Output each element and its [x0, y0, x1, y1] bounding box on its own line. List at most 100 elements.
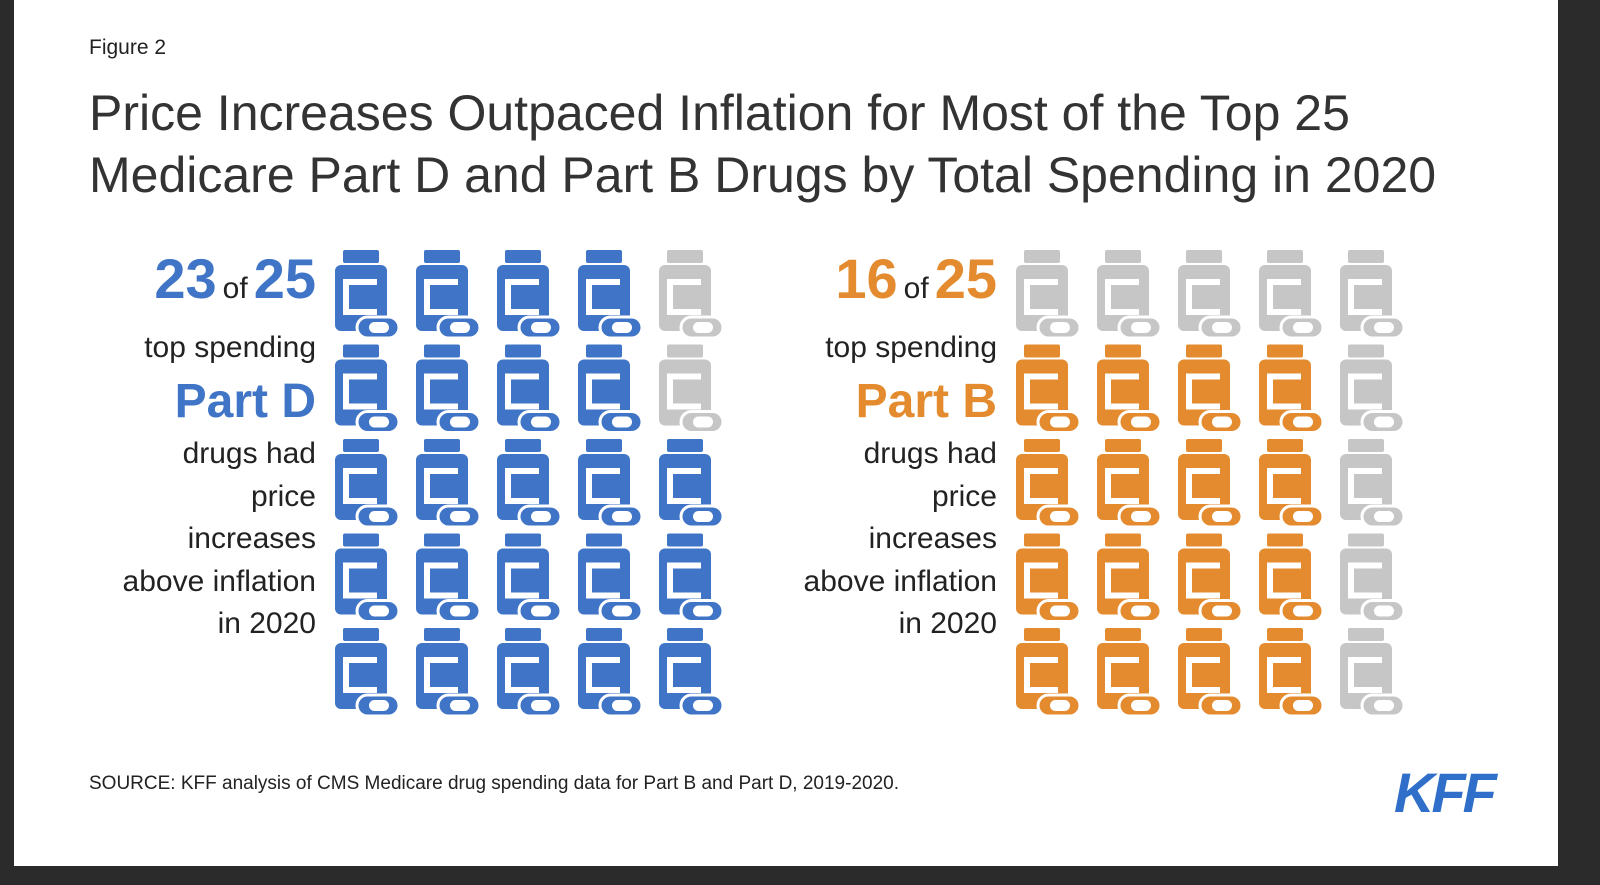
- drug-icon: [497, 250, 563, 340]
- drug-icon: [1259, 439, 1325, 529]
- icon-pill-inner: [1050, 700, 1070, 711]
- total: 25: [253, 247, 316, 310]
- drug-icon: [659, 344, 725, 434]
- icon-pill-inner: [531, 511, 551, 522]
- icon-label-inner: [349, 474, 377, 498]
- icon-cap: [586, 344, 622, 358]
- figure-label: Figure 2: [89, 36, 167, 59]
- icon-pill-inner: [1212, 700, 1232, 711]
- icon-cap: [1267, 250, 1303, 263]
- icon-pill-inner: [1131, 700, 1151, 711]
- icon-cap: [505, 344, 541, 358]
- text: increases: [187, 522, 316, 555]
- title-line: Price Increases Outpaced Inflation for M…: [89, 85, 1350, 141]
- icon-cap: [667, 250, 703, 263]
- drug-icon: [416, 439, 482, 529]
- icon-label-inner: [511, 474, 539, 498]
- text: top spending: [144, 331, 316, 364]
- drug-icon: [1340, 344, 1406, 434]
- icon-pill-inner: [612, 416, 632, 428]
- text-line: increases: [681, 518, 997, 561]
- icon-pill-inner: [612, 605, 632, 617]
- drug-icon: [1016, 533, 1082, 623]
- icon-pill-inner: [1050, 511, 1070, 522]
- group: Part D: [174, 375, 316, 428]
- icon-label-inner: [592, 379, 620, 404]
- icon-cap: [586, 533, 622, 547]
- icon-pill-inner: [531, 700, 551, 711]
- drug-icon: [1340, 439, 1406, 529]
- icon-cap: [1348, 533, 1384, 547]
- text-line: top spending: [0, 325, 316, 371]
- count-line: 23 of 25: [0, 248, 316, 325]
- icon-pill-inner: [369, 322, 389, 333]
- group: Part B: [855, 375, 997, 428]
- icon-label-inner: [430, 474, 458, 498]
- drug-icon: [659, 533, 725, 623]
- icon-cap: [1267, 344, 1303, 358]
- icon-cap: [1105, 628, 1141, 641]
- icon-label-inner: [1111, 285, 1139, 309]
- text: in 2020: [898, 607, 997, 640]
- icon-label-inner: [1354, 568, 1382, 593]
- icon-label-inner: [349, 285, 377, 309]
- logo: KFF: [1394, 761, 1497, 824]
- drug-icon: [1178, 628, 1244, 718]
- icon-cap: [1024, 628, 1060, 641]
- drug-icon: [578, 628, 644, 718]
- icon-pill-inner: [612, 322, 632, 333]
- count-line: 16 of 25: [681, 248, 997, 325]
- icon-label-inner: [511, 663, 539, 687]
- summary: 16 of 25 top spending Part B drugs had price in…: [681, 248, 997, 646]
- text-line: price: [0, 476, 316, 519]
- icon-pill-inner: [531, 322, 551, 333]
- drug-icon: [1178, 250, 1244, 340]
- icon-label-inner: [592, 568, 620, 593]
- icon-label-inner: [673, 474, 701, 498]
- frame-bottom: [0, 866, 1600, 885]
- icon-pill-inner: [531, 605, 551, 617]
- icon-label-inner: [1030, 285, 1058, 309]
- icon-pill-inner: [693, 605, 713, 617]
- icon-pill-inner: [1212, 416, 1232, 428]
- icon-cap: [1348, 344, 1384, 358]
- drug-icon: [1097, 344, 1163, 434]
- icon-label-inner: [1354, 474, 1382, 498]
- drug-icon: [1340, 628, 1406, 718]
- icon-cap: [1186, 628, 1222, 641]
- icon-pill-inner: [369, 700, 389, 711]
- icon-cap: [424, 250, 460, 263]
- icon-label-inner: [673, 285, 701, 309]
- icon-cap: [667, 628, 703, 641]
- icon-cap: [424, 344, 460, 358]
- drug-icon: [578, 533, 644, 623]
- icon-cap: [1105, 439, 1141, 452]
- text: drugs had: [182, 437, 316, 470]
- icon-cap: [1105, 533, 1141, 547]
- icon-label-inner: [1030, 474, 1058, 498]
- icon-pill-inner: [369, 511, 389, 522]
- icon-pill-inner: [1131, 511, 1151, 522]
- drug-icon: [1340, 533, 1406, 623]
- icon-cap: [1186, 250, 1222, 263]
- icon-pill-inner: [450, 700, 470, 711]
- icon-label-inner: [673, 663, 701, 687]
- drug-icon: [497, 533, 563, 623]
- icon-label-inner: [592, 663, 620, 687]
- drug-icon: [497, 628, 563, 718]
- drug-icon: [497, 439, 563, 529]
- text: above inflation: [803, 564, 997, 598]
- icon-cap: [505, 439, 541, 452]
- text-line: price: [681, 476, 997, 519]
- icon-label-inner: [1354, 379, 1382, 404]
- icon-cap: [505, 250, 541, 263]
- text: above inflation: [122, 564, 316, 598]
- icon-label-inner: [511, 285, 539, 309]
- icon-cap: [505, 533, 541, 547]
- icon-label-inner: [1030, 379, 1058, 404]
- icon-pill-inner: [369, 605, 389, 617]
- drug-icon: [659, 628, 725, 718]
- icon-cap: [667, 439, 703, 452]
- drug-icon: [578, 344, 644, 434]
- drug-icon: [335, 628, 401, 718]
